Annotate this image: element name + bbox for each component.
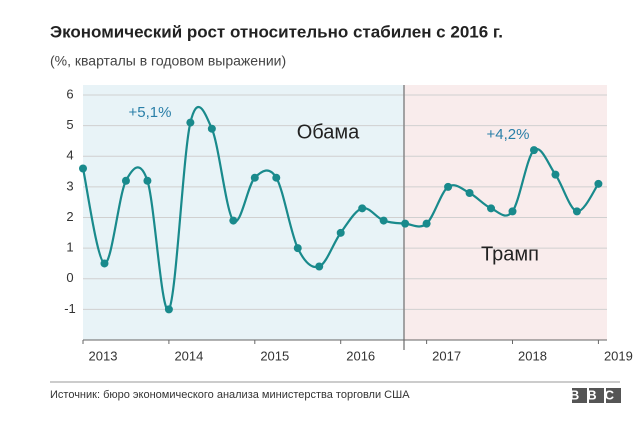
annotation: +5,1% [129, 104, 172, 121]
point [207, 124, 216, 133]
source: Источник: бюро экономического анализа ми… [50, 389, 410, 401]
point [379, 216, 388, 225]
grid [83, 94, 607, 310]
point [572, 207, 581, 216]
x-tick-label: 2014 [174, 348, 203, 363]
point [551, 170, 560, 179]
y-tick-label: 5 [66, 117, 73, 132]
point [401, 219, 410, 228]
point [100, 259, 109, 268]
point [465, 189, 474, 197]
point [336, 228, 345, 237]
chart-subtitle: (%, кварталы в годовом выражении) [50, 53, 286, 69]
x-tick-label: 2013 [89, 348, 118, 363]
y-tick-label: 3 [66, 178, 73, 193]
point [229, 216, 238, 225]
x-tick-label: 2016 [346, 348, 375, 363]
x-tick-label: 2017 [432, 348, 461, 363]
y-tick-label: -1 [64, 301, 76, 316]
point [508, 207, 517, 216]
logo: BBC [570, 387, 622, 403]
obama-period [83, 85, 404, 340]
point [358, 204, 367, 213]
x-tick-label: 2015 [260, 348, 289, 363]
point [250, 173, 259, 182]
point [79, 164, 87, 173]
point [272, 173, 281, 182]
annotation: Трамп [481, 243, 539, 265]
logo-text: BBC [570, 387, 622, 402]
y-tick-label: 0 [66, 270, 73, 285]
x-tick-label: 2019 [604, 348, 633, 363]
point [186, 118, 195, 127]
point [164, 305, 173, 314]
x-tick-label: 2018 [518, 348, 547, 363]
y-tick-label: 1 [66, 240, 73, 255]
y-tick-label: 2 [66, 209, 73, 224]
point [315, 262, 324, 271]
point [422, 219, 431, 228]
point [143, 176, 152, 185]
annotation: +4,2% [487, 126, 530, 143]
point [487, 204, 496, 213]
annotation: Обама [297, 121, 360, 143]
point [529, 146, 538, 155]
point [293, 244, 302, 253]
y-tick-label: 4 [66, 148, 73, 163]
point [444, 182, 453, 191]
point [121, 176, 130, 185]
chart-title: Экономический рост относительно стабилен… [50, 22, 503, 41]
point [594, 179, 603, 188]
y-tick-label: 6 [66, 86, 73, 101]
